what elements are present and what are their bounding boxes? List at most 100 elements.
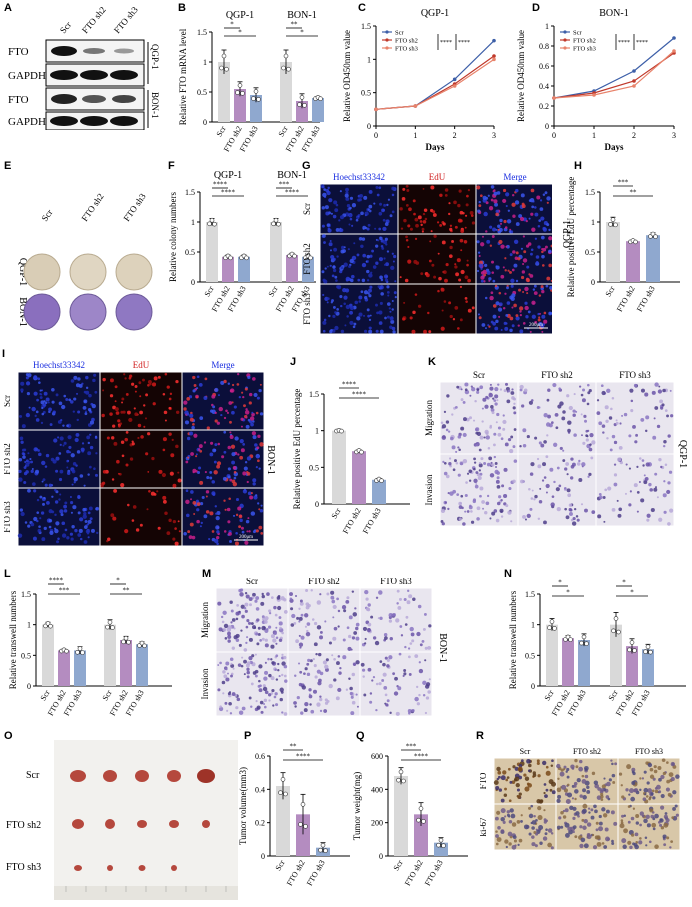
cell-dot [497, 426, 501, 430]
cell-dot [157, 526, 161, 530]
cell-dot [188, 535, 193, 540]
cell-dot [486, 462, 491, 467]
cell-dot [166, 385, 170, 389]
y-tick-label: 0 [379, 852, 383, 861]
cell-dot [503, 219, 507, 224]
cell-dot [515, 251, 519, 255]
cell-dot [482, 269, 487, 274]
cell-dot [513, 428, 517, 431]
cell-dot [564, 832, 570, 838]
transwell-grid-bon1: Scr FTO sh2 FTO sh3 Migration Invasion BON-1 [200, 576, 500, 718]
cell-dot [83, 399, 88, 404]
x-tick-label: Scr [543, 688, 556, 702]
cell-dot [400, 634, 404, 637]
cell-dot [584, 765, 589, 771]
cell-dot [565, 515, 570, 520]
cell-dot [307, 658, 311, 662]
cell-dot [519, 216, 525, 222]
cell-dot [319, 630, 323, 634]
cell-dot [639, 823, 642, 827]
cell-dot [313, 621, 318, 626]
cell-dot [107, 537, 111, 541]
cell-dot [258, 525, 263, 530]
cell-dot [483, 211, 488, 217]
cell-dot [543, 783, 547, 786]
cell-dot [358, 236, 363, 241]
cell-dot [350, 274, 355, 279]
cell-dot [528, 217, 531, 220]
cell-dot [132, 505, 137, 509]
cell-dot [610, 759, 613, 762]
cell-dot [241, 656, 244, 659]
cell-dot [482, 195, 487, 200]
cell-dot [260, 601, 265, 606]
cell-dot [222, 692, 225, 695]
cell-dot [464, 275, 469, 280]
cell-dot [514, 776, 520, 782]
cell-dot [662, 834, 667, 839]
cell-dot [200, 521, 203, 525]
cell-dot [372, 675, 376, 679]
significance-label: **** [636, 40, 648, 46]
cell-dot [524, 286, 529, 292]
cell-dot [414, 696, 419, 702]
cell-dot [254, 599, 258, 603]
cell-dot [568, 503, 573, 507]
cell-dot [485, 327, 487, 330]
cell-dot [319, 593, 322, 596]
cell-dot [490, 198, 494, 202]
cell-dot [304, 613, 309, 618]
cell-dot [524, 305, 529, 311]
cell-dot [43, 391, 48, 396]
cell-dot [25, 373, 29, 377]
cell-dot [112, 405, 116, 410]
cell-dot [419, 220, 423, 223]
y-tick-label: 0.2 [539, 102, 549, 111]
cell-dot [483, 273, 487, 277]
cell-dot [478, 461, 482, 465]
cell-dot [462, 522, 466, 526]
cell-dot [290, 623, 295, 627]
cell-dot [405, 235, 408, 239]
cell-dot [246, 530, 249, 533]
cell-dot [660, 805, 665, 810]
cell-dot [230, 444, 236, 449]
cell-dot [605, 795, 610, 799]
data-point [627, 647, 632, 653]
cell-dot [113, 441, 118, 446]
cell-dot [623, 828, 628, 834]
cell-dot [143, 404, 146, 407]
cell-dot [418, 693, 421, 697]
cell-dot [530, 188, 535, 193]
cell-dot [550, 764, 554, 768]
cell-dot [543, 791, 546, 795]
cell-dot [242, 443, 246, 446]
cell-dot [581, 779, 587, 784]
cell-dot [169, 471, 174, 476]
cell-dot [672, 807, 676, 811]
cell-dot [584, 419, 588, 423]
series-point [413, 104, 418, 108]
cell-dot [670, 761, 676, 767]
cell-dot [412, 199, 416, 203]
cell-dot [580, 393, 584, 397]
cell-dot [541, 250, 544, 254]
cell-dot [259, 509, 264, 513]
cell-dot [614, 762, 618, 766]
cell-dot [27, 452, 30, 455]
cell-dot [502, 307, 506, 310]
cell-dot [386, 658, 390, 662]
cell-dot [515, 316, 520, 321]
cell-dot [110, 513, 115, 518]
cell-dot [382, 218, 386, 222]
cell-dot [667, 522, 671, 526]
cell-dot [414, 654, 419, 659]
cell-dot [579, 825, 583, 829]
cell-dot [205, 495, 208, 498]
cell-dot [569, 805, 574, 810]
bar [270, 222, 282, 282]
series-point [592, 93, 596, 97]
cell-dot [366, 269, 370, 274]
